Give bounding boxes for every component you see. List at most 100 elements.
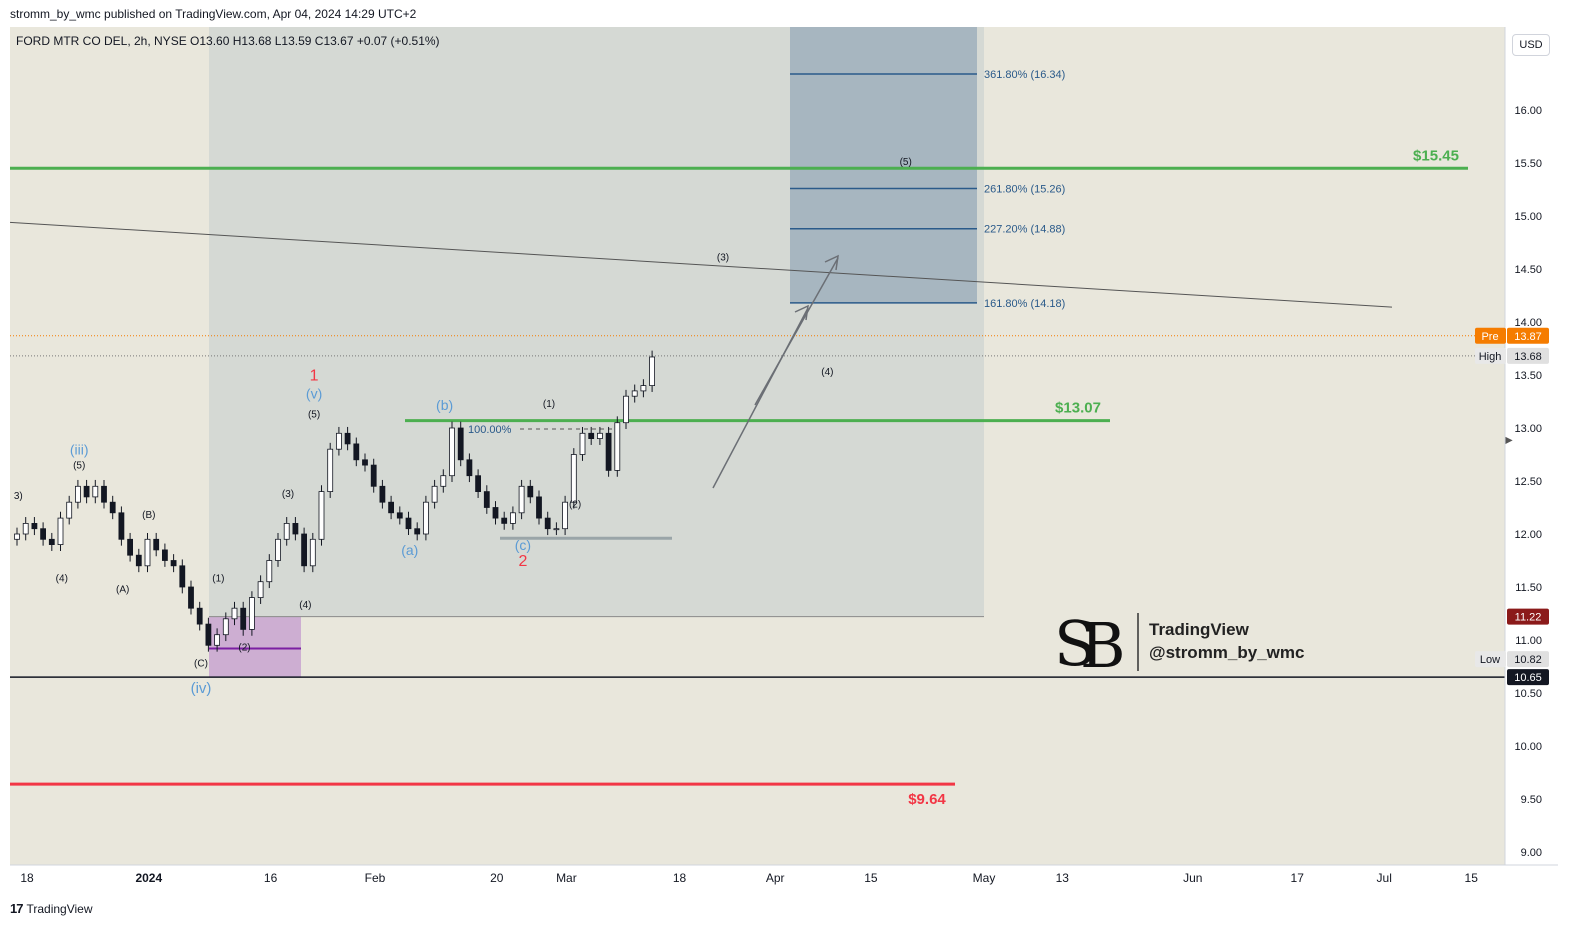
currency-button[interactable]: USD: [1512, 34, 1550, 56]
candle-body: [379, 485, 386, 503]
x-tick-label: 20: [490, 871, 504, 885]
candle-body: [614, 422, 621, 471]
wave-label: (a): [401, 542, 418, 558]
candle-body: [92, 485, 99, 498]
x-tick-label: 2024: [135, 871, 162, 885]
wave-label: (5): [900, 157, 912, 168]
wave-label: (3): [717, 253, 729, 264]
candle-body: [440, 475, 447, 487]
logo-s-letter: S: [1054, 607, 1096, 680]
zones-layer: [209, 27, 984, 678]
footer-brand[interactable]: 17 TradingView: [10, 901, 93, 916]
price-badge-box: [1507, 651, 1549, 668]
candle-body: [344, 432, 351, 445]
price-badge-value: 10.65: [1514, 672, 1542, 684]
published-header: stromm_by_wmc published on TradingView.c…: [10, 7, 417, 21]
wave-label: (4): [299, 600, 311, 611]
candle-body: [231, 607, 238, 620]
levels-layer: $15.45 $13.07 $9.64 361.80% (16.34) 261.80% …: [9, 69, 1505, 808]
wave-label: (4): [56, 574, 68, 585]
level-label: $15.45: [1413, 147, 1459, 164]
price-badge-tag: [1475, 347, 1506, 364]
y-tick-label: 12.00: [1514, 529, 1542, 541]
candle-body: [570, 454, 577, 503]
price-badge: 13.87 Pre: [1475, 327, 1549, 344]
candle-body: [144, 538, 151, 567]
stromm-logo: S B: [1054, 607, 1139, 680]
candle-body: [318, 491, 325, 540]
y-tick-label: 11.00: [1515, 635, 1542, 647]
candle-body: [405, 517, 412, 530]
candle-body: [240, 607, 247, 630]
candle-body: [301, 533, 308, 567]
fib-label: 161.80% (14.18): [984, 298, 1065, 310]
candle-body: [83, 485, 90, 498]
fib-label: 361.80% (16.34): [984, 69, 1065, 81]
candles-layer: [14, 350, 655, 652]
candle-body: [161, 549, 168, 561]
candle-body: [153, 538, 160, 551]
logo-b-letter: B: [1080, 609, 1126, 680]
candle-body: [536, 496, 542, 519]
price-badge-value: 11.22: [1515, 612, 1542, 624]
y-axis: 9.00 9.50 10.00 10.50 11.00 11.50 12.00 12.50 13…: [1504, 27, 1542, 865]
candle-body: [362, 459, 368, 466]
price-badge: 10.65: [1507, 669, 1549, 686]
x-axis: 18 2024 16 Feb 20 Mar 18 Apr 15 May 13 Jun 17 Jul 15: [10, 864, 1558, 885]
y-tick-label: 15.00: [1514, 211, 1542, 223]
scroll-right-icon: ▶: [1505, 435, 1513, 446]
candle-body: [509, 512, 516, 524]
x-tick-label: Jul: [1377, 871, 1392, 885]
y-tick-label: 13.00: [1514, 423, 1542, 435]
candle-body: [205, 623, 212, 646]
candle-body: [257, 581, 264, 599]
symbol-legend: FORD MTR CO DEL, 2h, NYSE O13.60 H13.68 …: [16, 34, 440, 48]
candle-body: [48, 538, 55, 545]
watermark-handle: @stromm_by_wmc: [1149, 643, 1305, 662]
x-tick-label: Mar: [556, 871, 577, 885]
x-tick-label: 16: [264, 871, 278, 885]
candle-body: [66, 501, 73, 519]
candle-body: [640, 385, 647, 392]
x-tick-label: Apr: [766, 871, 785, 885]
target-zone: [790, 27, 977, 303]
candle-body: [214, 634, 221, 646]
wave-label: (2): [238, 643, 250, 654]
candle-body: [327, 448, 334, 493]
wave-label: (A): [116, 584, 129, 595]
candle-body: [396, 512, 403, 519]
candle-body: [57, 517, 64, 545]
price-badge-tag: [1475, 651, 1506, 668]
price-badge-box: [1507, 347, 1549, 364]
candle-body: [562, 501, 568, 530]
wave-label: 1: [310, 367, 319, 384]
candle-body: [335, 432, 342, 450]
price-badge-tag-label: Low: [1480, 654, 1500, 666]
wave-label: (c): [515, 537, 531, 553]
candle-body: [431, 485, 438, 503]
wave-label: (iii): [70, 442, 89, 458]
candle-body: [135, 554, 142, 567]
candle-body: [579, 432, 586, 455]
y-tick-label: 10.00: [1514, 741, 1542, 753]
x-tick-label: Jun: [1183, 871, 1202, 885]
candle-body: [75, 485, 81, 503]
y-tick-label: 11.50: [1515, 582, 1542, 594]
price-badge: 10.82 Low: [1475, 651, 1549, 668]
wave-label: 2: [518, 553, 527, 570]
candle-body: [22, 523, 29, 535]
price-badge-tag-label: High: [1479, 351, 1502, 363]
candle-body: [501, 517, 508, 524]
watermark-tradingview: TradingView: [1149, 620, 1249, 639]
candle-body: [275, 538, 281, 561]
level-label: $9.64: [908, 791, 946, 808]
price-badge-box: [1507, 327, 1549, 344]
trendline: [9, 221, 1393, 308]
wave-label: (4): [821, 367, 833, 378]
y-tick-label: 9.50: [1521, 794, 1542, 806]
wave-label: 3): [14, 491, 23, 502]
x-tick-label: 18: [673, 871, 687, 885]
price-badge: 13.68 High: [1475, 347, 1549, 364]
x-tick-label: Feb: [365, 871, 386, 885]
